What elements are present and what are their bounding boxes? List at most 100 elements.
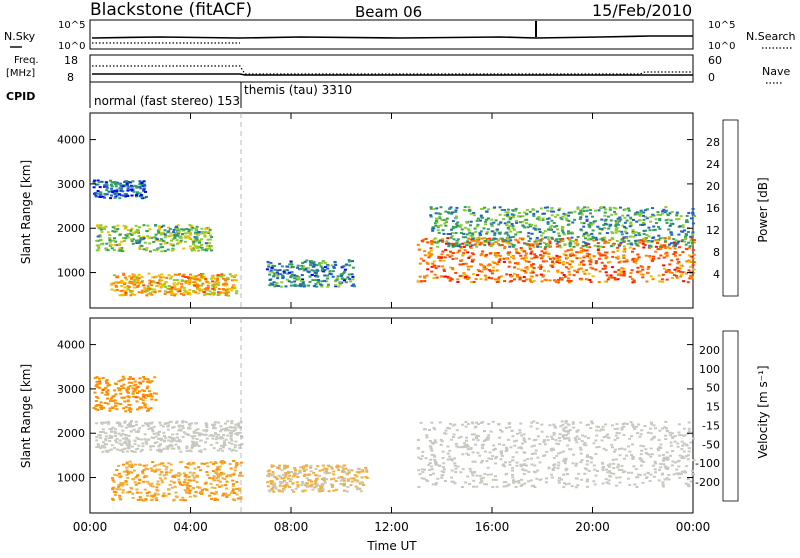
velocity-cell bbox=[468, 467, 472, 470]
power-cell bbox=[594, 209, 597, 212]
power-cell bbox=[289, 284, 293, 287]
velocity-cell bbox=[494, 478, 498, 481]
power-cell bbox=[495, 263, 499, 266]
velocity-cell bbox=[97, 443, 100, 446]
power-cell bbox=[663, 211, 667, 214]
velocity-cell bbox=[450, 459, 454, 462]
velocity-cell bbox=[557, 481, 561, 484]
velocity-cell bbox=[430, 468, 434, 471]
power-cell bbox=[471, 233, 475, 236]
velocity-cell bbox=[229, 435, 233, 438]
velocity-cell bbox=[360, 481, 364, 484]
velocity-cell bbox=[428, 440, 432, 442]
velocity-cell bbox=[208, 476, 212, 479]
power-cell bbox=[517, 241, 521, 244]
power-cell bbox=[201, 248, 204, 251]
power-cell bbox=[617, 273, 621, 276]
power-cell bbox=[118, 197, 122, 200]
velocity-cell bbox=[94, 405, 98, 408]
power-cell bbox=[669, 242, 673, 245]
velocity-cell bbox=[138, 427, 142, 430]
velocity-cell bbox=[639, 433, 643, 436]
power-cell bbox=[203, 235, 207, 238]
power-cell bbox=[128, 181, 132, 184]
velocity-cell bbox=[433, 428, 437, 431]
velocity-cell bbox=[95, 446, 99, 449]
power-cell bbox=[589, 238, 593, 241]
power-cell bbox=[465, 244, 469, 247]
velocity-cell bbox=[545, 435, 549, 438]
velocity-cell bbox=[544, 481, 548, 484]
velocity-cell bbox=[101, 389, 105, 391]
velocity-cell bbox=[588, 456, 592, 459]
velocity-cell bbox=[595, 429, 599, 432]
velocity-cell bbox=[423, 468, 426, 471]
velocity-cell bbox=[525, 464, 528, 467]
power-cell bbox=[470, 244, 474, 247]
velocity-cell bbox=[468, 483, 471, 485]
power-cell bbox=[170, 239, 173, 242]
velocity-cell bbox=[555, 442, 559, 445]
power-cell bbox=[283, 272, 286, 274]
velocity-cell bbox=[355, 488, 359, 491]
velocity-cell bbox=[417, 469, 421, 472]
power-cell bbox=[430, 241, 434, 244]
power-cell bbox=[632, 279, 636, 282]
velocity-cell bbox=[562, 473, 566, 476]
power-cell bbox=[206, 247, 210, 250]
power-cell bbox=[233, 276, 236, 278]
velocity-cell bbox=[146, 378, 150, 381]
velocity-cell bbox=[515, 464, 519, 467]
velocity-cell bbox=[270, 474, 274, 477]
velocity-cell bbox=[607, 482, 611, 485]
power-cell bbox=[196, 234, 200, 236]
power-cell bbox=[683, 237, 687, 240]
power-cell bbox=[217, 288, 221, 290]
power-cell bbox=[569, 211, 573, 214]
power-cell bbox=[189, 247, 193, 250]
velocity-cell bbox=[602, 447, 606, 450]
power-cell bbox=[514, 207, 518, 210]
power-cell bbox=[434, 224, 438, 227]
velocity-cell bbox=[355, 480, 359, 483]
power-cell bbox=[531, 244, 535, 247]
power-cell bbox=[655, 222, 658, 225]
velocity-cell bbox=[223, 442, 226, 445]
power-cell bbox=[164, 235, 168, 238]
power-cell bbox=[509, 239, 513, 242]
power-cell bbox=[138, 282, 142, 285]
velocity-cell bbox=[127, 403, 131, 406]
power-cell bbox=[443, 222, 447, 225]
velocity-cell bbox=[240, 436, 244, 439]
velocity-cell bbox=[601, 461, 604, 464]
power-cell bbox=[143, 287, 147, 289]
velocity-cell bbox=[105, 450, 109, 453]
power-cell bbox=[685, 234, 689, 236]
power-cell bbox=[152, 240, 156, 243]
power-cell bbox=[512, 214, 516, 217]
power-cell bbox=[143, 184, 147, 187]
power-cell bbox=[169, 289, 173, 292]
velocity-cell bbox=[178, 483, 182, 486]
power-cell bbox=[498, 244, 502, 247]
velocity-cell bbox=[149, 422, 153, 425]
power-cell bbox=[235, 279, 239, 282]
power-cell bbox=[124, 195, 127, 198]
power-cell bbox=[483, 239, 487, 242]
power-cell bbox=[326, 274, 329, 277]
velocity-cell bbox=[638, 474, 642, 476]
velocity-cell bbox=[451, 436, 455, 438]
power-cell bbox=[182, 294, 186, 297]
power-cell bbox=[637, 232, 641, 235]
power-cell bbox=[558, 258, 562, 261]
power-cell bbox=[122, 185, 126, 188]
velocity-cell bbox=[302, 465, 306, 468]
power-cell bbox=[506, 211, 510, 214]
power-cell bbox=[450, 235, 454, 237]
velocity-cell bbox=[453, 423, 457, 426]
velocity-cell bbox=[665, 456, 669, 459]
velocity-cell bbox=[94, 408, 98, 411]
power-cell bbox=[539, 254, 542, 257]
velocity-cell bbox=[228, 432, 232, 435]
power-cell bbox=[135, 192, 139, 195]
